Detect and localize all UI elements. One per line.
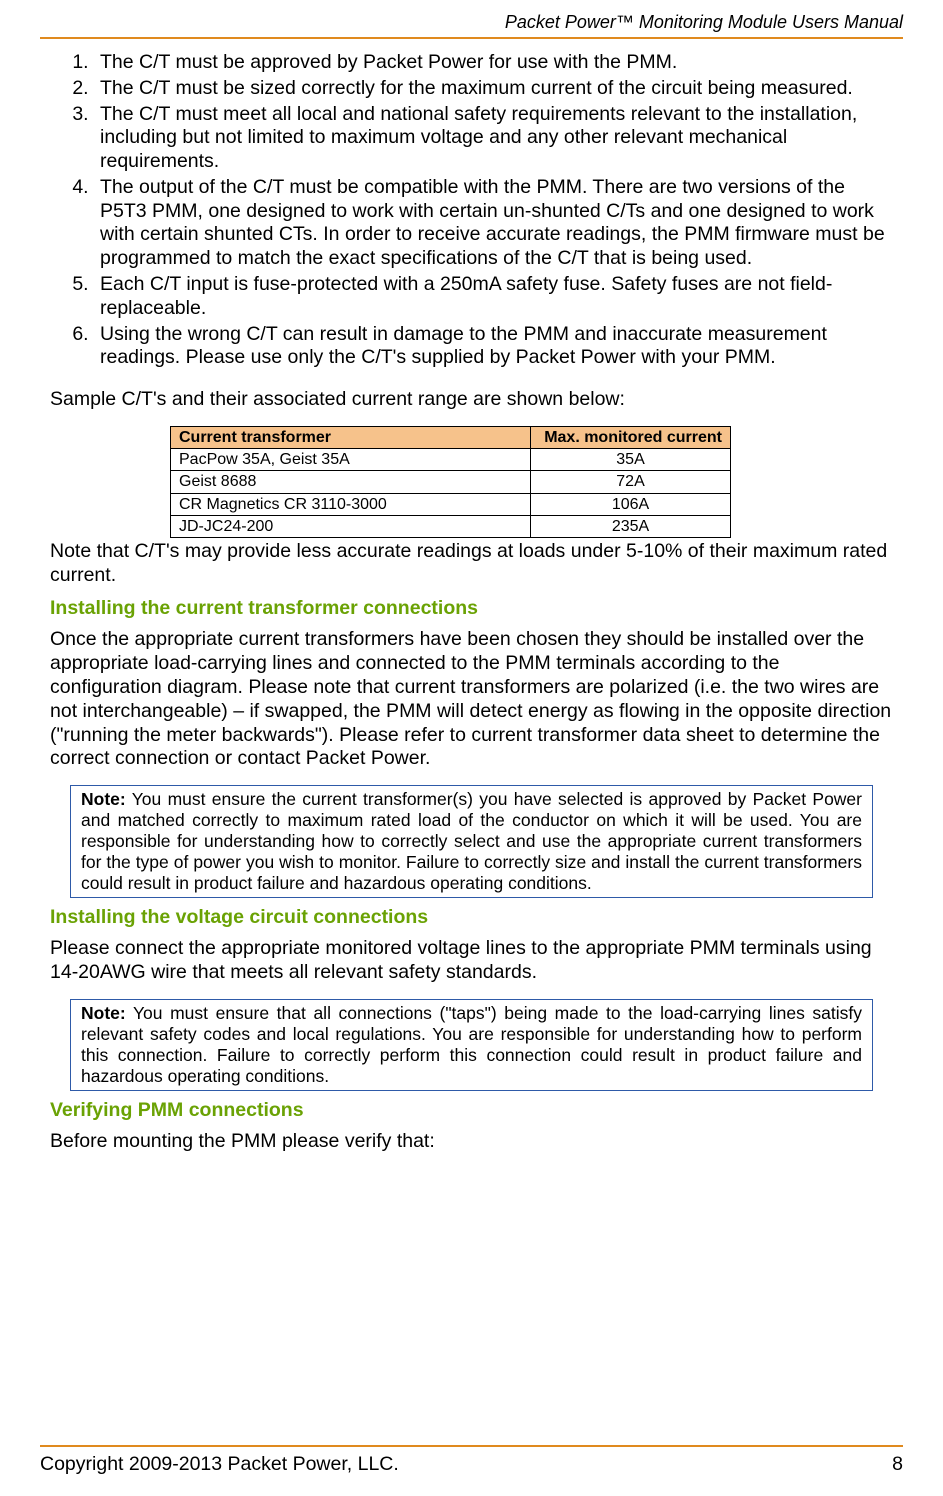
note-body: You must ensure the current transformer(… bbox=[81, 789, 862, 893]
table-cell: PacPow 35A, Geist 35A bbox=[171, 449, 531, 471]
list-item: Each C/T input is fuse-protected with a … bbox=[94, 273, 893, 321]
table-header-cell: Max. monitored current bbox=[531, 426, 731, 448]
table-row: JD-JC24-200235A bbox=[171, 515, 731, 537]
note-label: Note: bbox=[81, 789, 126, 809]
header-rule bbox=[40, 37, 903, 39]
footer-rule bbox=[40, 1445, 903, 1447]
table-row: Geist 868872A bbox=[171, 471, 731, 493]
table-cell: Geist 8688 bbox=[171, 471, 531, 493]
list-item: The C/T must meet all local and national… bbox=[94, 103, 893, 174]
table-cell: 72A bbox=[531, 471, 731, 493]
section-heading-ct-install: Installing the current transformer conne… bbox=[50, 597, 893, 620]
table-cell: JD-JC24-200 bbox=[171, 515, 531, 537]
header-title: Packet Power™ Monitoring Module Users Ma… bbox=[505, 12, 903, 32]
table-cell: 35A bbox=[531, 449, 731, 471]
section-heading-voltage-install: Installing the voltage circuit connectio… bbox=[50, 906, 893, 929]
section-body: Before mounting the PMM please verify th… bbox=[50, 1130, 893, 1154]
sample-intro: Sample C/T's and their associated curren… bbox=[50, 388, 893, 412]
section-body: Once the appropriate current transformer… bbox=[50, 628, 893, 771]
note-label: Note: bbox=[81, 1003, 126, 1023]
ct-requirements-list: The C/T must be approved by Packet Power… bbox=[50, 51, 893, 370]
table-cell: CR Magnetics CR 3110-3000 bbox=[171, 493, 531, 515]
note-box: Note: You must ensure that all connectio… bbox=[70, 999, 873, 1091]
table-header-cell: Current transformer bbox=[171, 426, 531, 448]
list-item: Using the wrong C/T can result in damage… bbox=[94, 323, 893, 371]
list-item: The output of the C/T must be compatible… bbox=[94, 176, 893, 271]
note-box: Note: You must ensure the current transf… bbox=[70, 785, 873, 898]
page-header: Packet Power™ Monitoring Module Users Ma… bbox=[40, 0, 903, 37]
table-row: PacPow 35A, Geist 35A35A bbox=[171, 449, 731, 471]
footer-row: Copyright 2009-2013 Packet Power, LLC. 8 bbox=[40, 1453, 903, 1476]
table-header-row: Current transformerMax. monitored curren… bbox=[171, 426, 731, 448]
note-body: You must ensure that all connections ("t… bbox=[81, 1003, 862, 1086]
page-number: 8 bbox=[892, 1453, 903, 1476]
table-row: CR Magnetics CR 3110-3000106A bbox=[171, 493, 731, 515]
table-cell: 106A bbox=[531, 493, 731, 515]
copyright-text: Copyright 2009-2013 Packet Power, LLC. bbox=[40, 1453, 399, 1476]
list-item: The C/T must be sized correctly for the … bbox=[94, 77, 893, 101]
table-cell: 235A bbox=[531, 515, 731, 537]
note-after-table: Note that C/T's may provide less accurat… bbox=[50, 540, 893, 588]
ct-table: Current transformerMax. monitored curren… bbox=[170, 426, 731, 538]
page-footer: Copyright 2009-2013 Packet Power, LLC. 8 bbox=[40, 1445, 903, 1476]
page-content: The C/T must be approved by Packet Power… bbox=[40, 51, 903, 1153]
section-body: Please connect the appropriate monitored… bbox=[50, 937, 893, 985]
section-heading-verify: Verifying PMM connections bbox=[50, 1099, 893, 1122]
list-item: The C/T must be approved by Packet Power… bbox=[94, 51, 893, 75]
